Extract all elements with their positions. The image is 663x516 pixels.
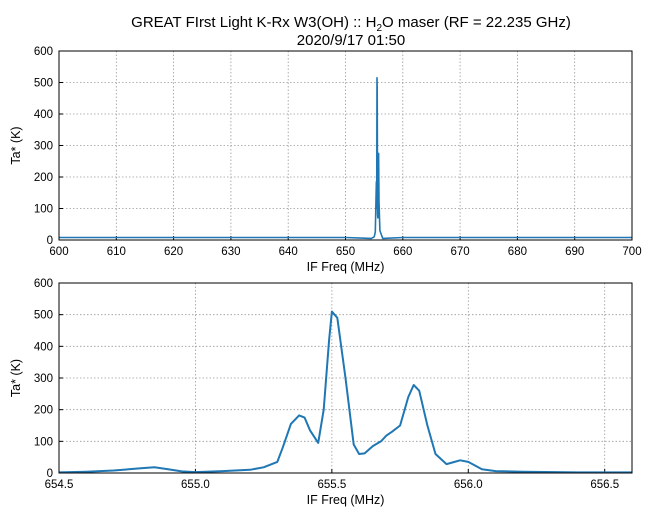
top-series-line [59, 77, 632, 240]
x-tick-label: 700 [622, 246, 641, 258]
bottom-panel: 654.5 655.0 655.5 656.0 656.5 0 100 200 300 400 5… [9, 278, 633, 507]
top-x-tick-labels: 600 610 620 630 640 650 660 670 680 690 700 [49, 246, 641, 258]
figure-title-line1: GREAT FIrst Light K-Rx W3(OH) :: H2O mas… [131, 14, 571, 34]
y-tick-label: 100 [34, 436, 53, 448]
x-tick-label: 660 [393, 246, 412, 258]
y-tick-label: 400 [34, 341, 53, 353]
x-tick-label: 656.5 [590, 479, 619, 491]
top-plot-frame [58, 50, 633, 241]
x-tick-label: 656.0 [454, 479, 483, 491]
y-tick-label: 0 [47, 235, 53, 247]
top-y-tick-labels: 0 100 200 300 400 500 600 [34, 46, 53, 247]
x-tick-label: 655.0 [181, 479, 210, 491]
y-tick-label: 300 [34, 141, 53, 153]
top-y-axis-label: Ta* (K) [9, 126, 23, 164]
x-tick-label: 610 [107, 246, 126, 258]
top-grid [58, 50, 633, 241]
bottom-y-axis-label: Ta* (K) [9, 359, 23, 397]
y-tick-label: 500 [34, 78, 53, 90]
x-tick-label: 640 [279, 246, 298, 258]
x-tick-label: 620 [164, 246, 183, 258]
bottom-series-line [58, 310, 632, 474]
top-panel: 600 610 620 630 640 650 660 670 680 690 700 0 100 20… [9, 46, 642, 274]
x-tick-label: 654.5 [45, 479, 74, 491]
figure-title-line2: 2020/9/17 01:50 [297, 32, 405, 49]
top-x-axis-label: IF Freq (MHz) [307, 260, 385, 274]
x-tick-label: 600 [49, 246, 68, 258]
bottom-plot-frame [58, 282, 633, 474]
bottom-y-tick-labels: 0 100 200 300 400 500 600 [34, 278, 53, 480]
x-tick-label: 680 [508, 246, 527, 258]
y-tick-label: 600 [34, 278, 53, 290]
x-tick-label: 670 [451, 246, 470, 258]
y-tick-label: 200 [34, 405, 53, 417]
x-tick-label: 690 [565, 246, 584, 258]
y-tick-label: 500 [34, 310, 53, 322]
y-tick-label: 300 [34, 373, 53, 385]
x-tick-label: 630 [221, 246, 240, 258]
y-tick-label: 0 [47, 468, 53, 480]
bottom-x-axis-label: IF Freq (MHz) [307, 493, 385, 507]
y-tick-label: 400 [34, 109, 53, 121]
bottom-x-tick-labels: 654.5 655.0 655.5 656.0 656.5 [45, 479, 619, 491]
x-tick-label: 655.5 [317, 479, 346, 491]
y-tick-label: 100 [34, 204, 53, 216]
y-tick-label: 600 [34, 46, 53, 58]
y-tick-label: 200 [34, 172, 53, 184]
x-tick-label: 650 [336, 246, 355, 258]
